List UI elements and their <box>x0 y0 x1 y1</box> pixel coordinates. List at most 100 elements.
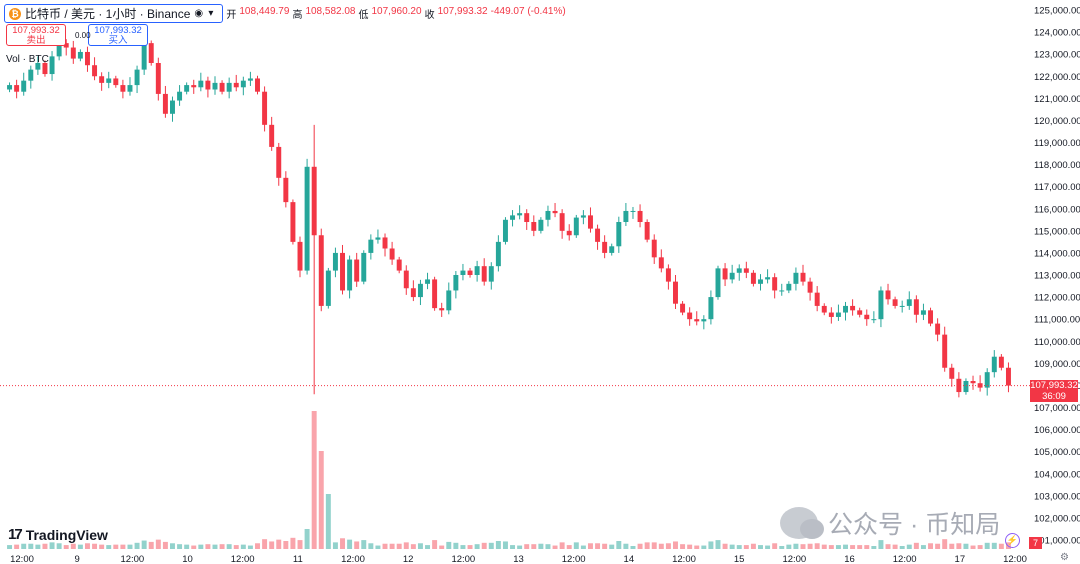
candle-body <box>233 82 239 88</box>
candle-body <box>843 305 848 313</box>
volume-bar <box>658 543 664 549</box>
watermark-text: 公众号 · 币知局 <box>828 511 1001 539</box>
candle-body <box>942 334 948 368</box>
volume-bar <box>382 543 388 549</box>
time-axis-label: 11 <box>293 554 303 564</box>
alert-count-badge[interactable]: 7 <box>1029 537 1042 549</box>
volume-bar <box>701 545 707 549</box>
time-axis-label: 12:00 <box>10 554 34 564</box>
candle-body <box>729 272 735 280</box>
candle-body <box>474 266 480 275</box>
candle-body <box>680 303 686 313</box>
time-axis-label: 13 <box>513 554 524 564</box>
price-axis: 125,000.00 124,000.00 123,000.00 122,000.00… <box>1034 6 1080 547</box>
candle-body <box>403 270 409 289</box>
candle-body <box>687 312 693 320</box>
axis-settings-gear-icon[interactable]: ⚙ <box>1060 552 1069 563</box>
volume-bar <box>878 540 884 549</box>
candle-body <box>332 252 338 271</box>
candle-body <box>694 319 700 322</box>
volume-bar <box>580 545 586 549</box>
candle-body <box>892 299 898 306</box>
volume-bar <box>361 540 367 549</box>
volume-bar <box>552 545 558 549</box>
volume-bar <box>219 544 225 549</box>
symbol-selector[interactable]: ₿ 比特币 / 美元 · 1小时 · Binance ◉ ▾ <box>4 4 224 23</box>
candle-body <box>396 259 402 271</box>
candle-body <box>495 241 501 267</box>
last-price-tag: 107,993.32 36:09 <box>1030 380 1078 402</box>
volume-bar <box>276 539 282 549</box>
volume-bar <box>510 545 516 549</box>
candle-body <box>410 288 416 298</box>
volume-bar <box>113 544 119 549</box>
volume-bar <box>736 545 742 549</box>
volume-bar <box>63 545 69 549</box>
lightning-icon[interactable]: ⚡ <box>1005 533 1020 548</box>
candle-body <box>446 290 452 311</box>
candle-body <box>595 228 601 242</box>
watermark: 公众号 · 币知局 <box>780 505 1000 541</box>
candle-body <box>913 299 919 315</box>
gear-icon[interactable]: ▾ <box>208 8 214 19</box>
volume-bar <box>935 543 941 549</box>
candle-body <box>545 210 551 220</box>
volume-bar <box>49 542 55 549</box>
volume-bar <box>488 542 494 549</box>
volume-bar <box>750 543 756 549</box>
price-axis-label: 101,000.00 <box>1034 536 1080 547</box>
volume-bar <box>205 544 211 549</box>
sell-button[interactable]: 107,993.32 卖出 <box>6 24 66 46</box>
buy-label: 买入 <box>108 35 128 46</box>
candle-body <box>800 272 806 282</box>
volume-bar <box>998 543 1004 549</box>
candle-body <box>467 270 473 275</box>
volume-bar <box>453 542 459 549</box>
price-axis-label: 102,000.00 <box>1034 513 1080 524</box>
volume-bar <box>623 543 629 549</box>
wechat-icon <box>780 507 824 539</box>
time-axis-label: 12:00 <box>231 554 255 564</box>
time-axis-label: 9 <box>75 554 80 564</box>
volume-bar <box>155 539 161 549</box>
volume-bar <box>850 545 856 549</box>
volume-bar <box>35 544 41 549</box>
candle-body <box>835 312 841 317</box>
volume-bar <box>340 538 345 549</box>
close-label: 收 <box>424 10 435 21</box>
candle-body <box>502 219 508 242</box>
volume-bar <box>120 544 126 549</box>
candle-body <box>340 252 345 291</box>
time-axis-label: 12:00 <box>893 554 917 564</box>
candle-body <box>956 378 962 393</box>
volume-bar <box>524 544 530 549</box>
candle-body <box>758 279 763 284</box>
volume-bar <box>269 541 275 549</box>
candle-body <box>772 277 778 291</box>
candle-body <box>616 222 622 247</box>
candle-body <box>212 82 218 90</box>
price-axis-label: 117,000.00 <box>1034 182 1080 193</box>
volume-bar <box>297 540 303 549</box>
candle-body <box>283 177 289 203</box>
eye-icon[interactable]: ◉ <box>194 8 204 19</box>
candle-body <box>106 78 112 83</box>
candle-body <box>970 381 976 384</box>
price-axis-label: 123,000.00 <box>1034 50 1080 61</box>
candle-body <box>580 215 586 218</box>
volume-bar <box>191 545 197 549</box>
tradingview-logo[interactable]: 17 TradingView <box>8 526 108 543</box>
candle-body <box>432 279 438 309</box>
volume-bar <box>729 544 735 549</box>
volume-bar <box>913 542 919 549</box>
candle-body <box>779 290 785 292</box>
buy-button[interactable]: 107,993.32 买入 <box>88 24 148 46</box>
candle-body <box>609 246 615 253</box>
volume-bar <box>162 541 168 549</box>
buy-price: 107,993.32 <box>94 25 142 36</box>
candle-body <box>318 235 324 306</box>
candle-body <box>354 259 360 282</box>
candle-body <box>141 43 147 70</box>
volume-bar <box>198 544 204 549</box>
